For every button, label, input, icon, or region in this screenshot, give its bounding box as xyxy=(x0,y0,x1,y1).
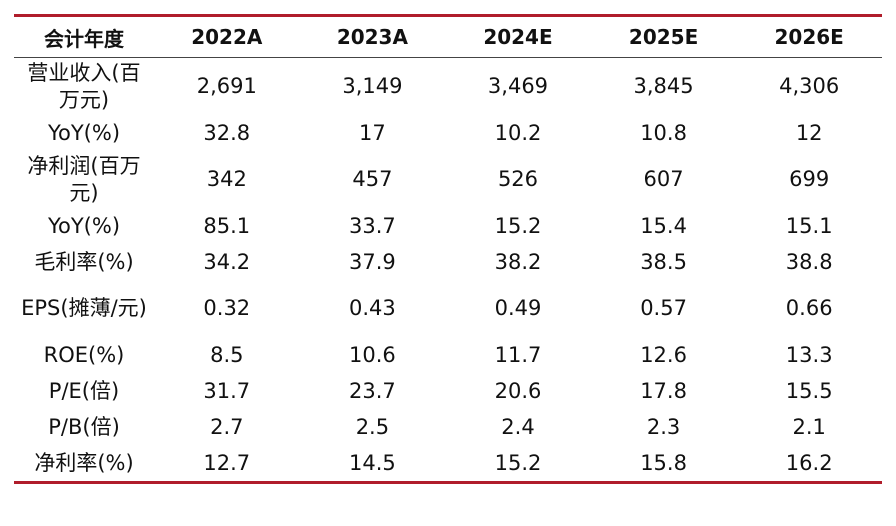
table-cell: 32.8 xyxy=(203,120,251,145)
table-cell: 14.5 xyxy=(349,450,396,475)
table-cell: 2.5 xyxy=(355,414,390,439)
table-cell: 342 xyxy=(206,167,247,191)
row-label: EPS(摊薄/元) xyxy=(21,296,147,320)
table-cell: 17 xyxy=(359,120,386,145)
top-rule xyxy=(14,14,882,17)
row-label: ROE(%) xyxy=(43,342,125,367)
table-cell: 12.7 xyxy=(203,450,251,475)
table-cell: 12.6 xyxy=(640,342,687,367)
table-cell: 12 xyxy=(795,120,823,145)
table-cell: 4,306 xyxy=(779,74,840,98)
table-row: ROE(%) 8.5 10.6 11.7 12.6 13.3 xyxy=(14,337,882,373)
bottom-rule xyxy=(14,481,882,484)
table-cell: 33.7 xyxy=(349,213,396,238)
table-cell: 23.7 xyxy=(349,378,396,403)
header-cell-2023a: 2023A xyxy=(299,17,446,58)
row-label: P/E(倍) xyxy=(48,378,120,403)
data-table: 会计年度 2022A 2023A 2024E 2025E 2026E 营业收入(… xyxy=(14,17,882,481)
table-cell: 31.7 xyxy=(203,378,251,403)
table-cell: 0.43 xyxy=(349,296,396,320)
table-row: P/E(倍) 31.7 23.7 20.6 17.8 15.5 xyxy=(14,373,882,409)
table-cell: 0.57 xyxy=(640,296,687,320)
table-cell: 38.5 xyxy=(640,249,687,274)
table-row: 净利率(%) 12.7 14.5 15.2 15.8 16.2 xyxy=(14,445,882,481)
header-cell-2022a: 2022A xyxy=(154,17,300,58)
table-cell: 0.66 xyxy=(785,296,833,320)
table-cell: 8.5 xyxy=(210,342,244,367)
table-cell: 16.2 xyxy=(785,450,833,475)
row-label: 净利润(百万元) xyxy=(27,153,141,205)
table-cell: 15.8 xyxy=(640,450,687,475)
table-cell: 15.1 xyxy=(785,213,833,238)
table-row: EPS(摊薄/元) 0.32 0.43 0.49 0.57 0.66 xyxy=(14,280,882,337)
table-cell: 2.1 xyxy=(792,414,826,439)
table-cell: 11.7 xyxy=(494,342,542,367)
table-cell: 20.6 xyxy=(494,378,542,403)
financial-forecast-table: 会计年度 2022A 2023A 2024E 2025E 2026E 营业收入(… xyxy=(14,14,882,484)
table-cell: 10.2 xyxy=(494,120,542,145)
table-row: P/B(倍) 2.7 2.5 2.4 2.3 2.1 xyxy=(14,409,882,445)
table-cell: 38.2 xyxy=(494,249,542,274)
table-cell: 607 xyxy=(643,167,684,191)
table-cell: 37.9 xyxy=(349,249,396,274)
table-row: YoY(%) 32.8 17 10.2 10.8 12 xyxy=(14,115,882,151)
table-cell: 10.8 xyxy=(640,120,687,145)
table-row: 毛利率(%) 34.2 37.9 38.2 38.5 38.8 xyxy=(14,244,882,280)
table-row: YoY(%) 85.1 33.7 15.2 15.4 15.1 xyxy=(14,208,882,244)
table-cell: 15.2 xyxy=(494,450,542,475)
table-row: 净利润(百万元) 342 457 526 607 699 xyxy=(14,151,882,208)
row-label: 毛利率(%) xyxy=(34,249,134,274)
row-label: YoY(%) xyxy=(47,213,121,238)
table-cell: 2,691 xyxy=(196,74,257,98)
table-row: 营业收入(百万元) 2,691 3,149 3,469 3,845 4,306 xyxy=(14,58,882,116)
table-cell: 526 xyxy=(497,167,539,191)
table-cell: 34.2 xyxy=(203,249,251,274)
row-label: P/B(倍) xyxy=(48,414,120,439)
header-cell-2026e: 2026E xyxy=(736,17,882,58)
table-cell: 85.1 xyxy=(203,213,251,238)
table-cell: 15.4 xyxy=(640,213,687,238)
table-cell: 3,845 xyxy=(633,74,694,98)
header-cell-fiscal-year: 会计年度 xyxy=(14,17,154,58)
table-cell: 2.3 xyxy=(646,414,681,439)
table-cell: 457 xyxy=(352,167,393,191)
header-cell-2025e: 2025E xyxy=(590,17,737,58)
table-cell: 699 xyxy=(789,167,830,191)
table-cell: 13.3 xyxy=(785,342,833,367)
table-cell: 3,149 xyxy=(342,74,403,98)
row-label: 净利率(%) xyxy=(34,450,134,475)
table-cell: 17.8 xyxy=(640,378,687,403)
table-cell: 2.7 xyxy=(210,414,244,439)
table-cell: 3,469 xyxy=(487,74,549,98)
table-cell: 10.6 xyxy=(349,342,396,367)
table-cell: 15.2 xyxy=(494,213,542,238)
header-row: 会计年度 2022A 2023A 2024E 2025E 2026E xyxy=(14,17,882,58)
row-label: YoY(%) xyxy=(47,120,121,145)
table-cell: 0.49 xyxy=(494,296,542,320)
header-cell-2024e: 2024E xyxy=(445,17,591,58)
table-cell: 38.8 xyxy=(785,249,833,274)
table-cell: 15.5 xyxy=(785,378,833,403)
table-cell: 2.4 xyxy=(501,414,535,439)
row-label: 营业收入(百万元) xyxy=(27,60,141,112)
table-cell: 0.32 xyxy=(203,296,251,320)
